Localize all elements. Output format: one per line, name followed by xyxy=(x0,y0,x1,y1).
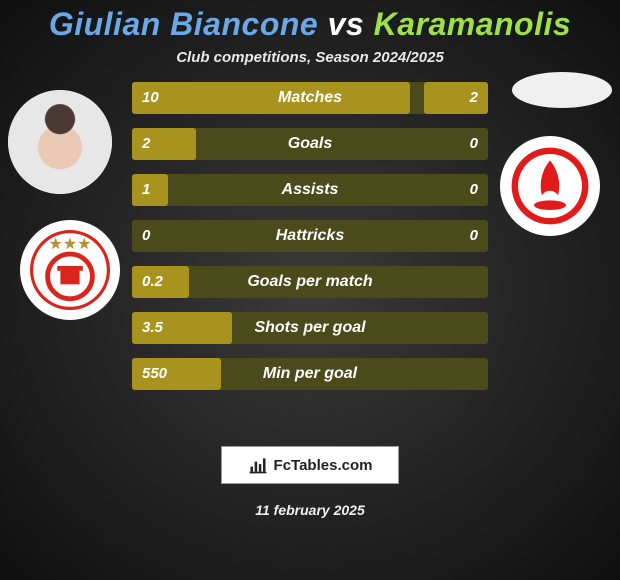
stat-row: 550Min per goal xyxy=(132,358,488,390)
stat-label: Shots per goal xyxy=(132,312,488,344)
stat-bars: 102Matches 20Goals 10Assists 00Hattricks 0.2… xyxy=(132,82,488,404)
club-badge-icon: ★★★ xyxy=(30,230,110,310)
stat-label: Matches xyxy=(132,82,488,114)
card-root: Giulian Biancone vs Karamanolis Club com… xyxy=(0,0,620,580)
branding-text: FcTables.com xyxy=(274,457,373,474)
subtitle: Club competitions, Season 2024/2025 xyxy=(0,49,620,66)
stat-row: 102Matches xyxy=(132,82,488,114)
player1-name: Giulian Biancone xyxy=(49,6,318,42)
branding-badge[interactable]: FcTables.com xyxy=(221,446,399,484)
vs-text: vs xyxy=(318,6,373,42)
stat-label: Goals xyxy=(132,128,488,160)
stat-label: Goals per match xyxy=(132,266,488,298)
page-title: Giulian Biancone vs Karamanolis xyxy=(0,6,620,43)
svg-text:★★★: ★★★ xyxy=(48,236,91,253)
player1-face-placeholder xyxy=(8,90,112,194)
club-badge-icon xyxy=(510,146,590,226)
player2-club-badge xyxy=(500,136,600,236)
stat-label: Assists xyxy=(132,174,488,206)
stat-label: Min per goal xyxy=(132,358,488,390)
date-text: 11 february 2025 xyxy=(0,502,620,518)
player2-avatar xyxy=(512,72,612,108)
stat-row: 0.2Goals per match xyxy=(132,266,488,298)
stat-label: Hattricks xyxy=(132,220,488,252)
player2-name: Karamanolis xyxy=(374,6,572,42)
player1-avatar xyxy=(8,90,112,194)
comparison-arena: ★★★ 102Matches20Goals10Assists00Hattrick… xyxy=(0,94,620,424)
stat-row: 00Hattricks xyxy=(132,220,488,252)
chart-icon xyxy=(248,455,268,475)
stat-row: 20Goals xyxy=(132,128,488,160)
stat-row: 10Assists xyxy=(132,174,488,206)
player1-club-badge: ★★★ xyxy=(20,220,120,320)
stat-row: 3.5Shots per goal xyxy=(132,312,488,344)
